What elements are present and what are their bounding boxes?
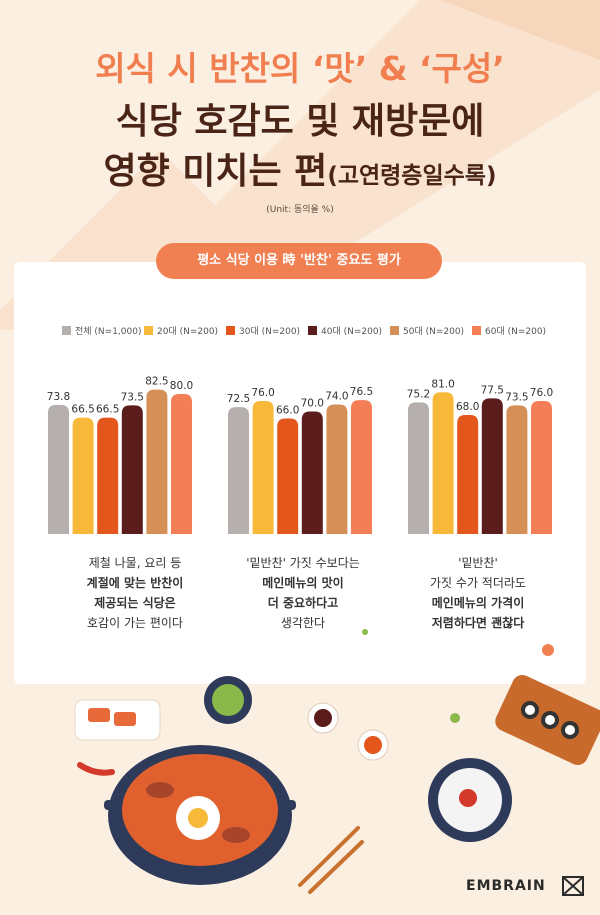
bar [228,407,249,534]
bar-value-label: 81.0 [431,378,454,390]
bar [506,405,528,534]
bar-value-label: 73.5 [505,391,528,403]
category-description-line: 생각한다 [280,616,326,630]
side-dish-icon [74,699,161,741]
bar-value-label: 72.5 [227,393,250,405]
category-description-line: 가짓 수가 적더라도 [430,576,526,590]
legend-label: 60대 (N=200) [485,327,547,337]
legend-swatch [472,326,481,335]
bar [121,405,143,534]
bar-value-label: 66.0 [276,405,299,417]
bar [531,401,552,534]
bar [72,417,94,534]
chopsticks-icon [298,826,364,894]
bar-value-label: 80.0 [170,380,193,392]
rice-bowl-icon [428,758,512,842]
section-label: 평소 식당 이용 時 '반찬' 중요도 평가 [156,243,442,279]
gimbap-board-icon [495,674,600,766]
category-description-line: 저렴하다면 괜찮다 [431,616,525,630]
bar-value-label: 66.5 [96,404,119,416]
chili-pepper-icon [77,762,115,776]
title-line-3: 영향 미치는 편(고연령층일수록) [0,142,600,194]
legend-label: 50대 (N=200) [403,327,465,337]
legend-swatch [62,326,71,335]
bar-chart: 73.866.5 66.573.582.5 80.072.576.066.070.0… [47,376,553,534]
category-description-line: 계절에 맞는 반찬이 [86,576,184,590]
bar [432,392,454,534]
bar [326,404,348,534]
legend-swatch [226,326,235,335]
legend-item: 50대 (N=200) [390,326,464,338]
bar-value-label: 68.0 [456,401,479,413]
bar-value-label: 76.0 [251,387,274,399]
bar-value-label: 74.0 [325,391,348,403]
bar [171,394,192,534]
category-description-line: '밑반찬' 가짓 수보다는 [246,556,360,570]
legend-label: 40대 (N=200) [321,327,383,337]
legend-label: 전체 (N=1,000) [75,327,142,337]
category-description-line: 더 중요하다고 [267,596,339,610]
bar [252,401,274,534]
bar [408,402,429,534]
bar-value-label: 77.5 [481,384,504,396]
background-arrow-decoration [0,0,600,330]
category-description-line: '밑반찬' [458,556,498,570]
bar-value-label: 66.5 [71,404,94,416]
legend-swatch [390,326,399,335]
bar [277,418,299,534]
category-description-line: 메인메뉴의 맛이 [262,576,344,590]
category-description-line: 제철 나물, 요리 등 [88,556,182,570]
legend-item: 60대 (N=200) [472,326,546,338]
bar [48,404,69,534]
brand-name: EMBRAIN [466,878,546,894]
legend-label: 20대 (N=200) [157,327,219,337]
bowl-icon [104,745,296,885]
legend-swatch [308,326,317,335]
title-line-1: 외식 시 반찬의 ‘맛’ & ‘구성’ [95,49,505,88]
legend-item: 40대 (N=200) [308,326,382,338]
legend-swatch [144,326,153,335]
legend-label: 30대 (N=200) [239,327,301,337]
embrain-logo-icon [562,876,584,896]
bar-value-label: 73.8 [47,391,70,403]
bar-value-label: 70.0 [301,398,324,410]
category-description-line: 호감이 가는 편이다 [87,616,183,630]
title-line-2: 식당 호감도 및 재방문에 [115,101,485,142]
unit-note: (Unit: 동의율 %) [266,205,334,215]
bar-value-label: 82.5 [145,376,168,388]
bar [457,415,479,534]
bar-value-label: 73.5 [121,391,144,403]
bar-value-label: 75.2 [407,388,430,400]
bar [301,411,323,534]
bar [481,398,503,534]
sauce-dish-icon [307,702,389,761]
legend-item: 전체 (N=1,000) [62,326,141,338]
chart-legend: 전체 (N=1,000) 20대 (N=200) 30대 (N=200) 40대 (N… [40,326,560,338]
category-description-line: 제공되는 식당은 [94,596,176,610]
bar [146,389,168,534]
bar-value-label: 76.5 [350,386,373,398]
bar-value-label: 76.0 [530,387,553,399]
bar [351,400,372,534]
title-line-3-sub: (고연령층일수록) [327,163,497,189]
legend-item: 20대 (N=200) [144,326,218,338]
title-line-3-main: 영향 미치는 편 [103,151,328,192]
legend-item: 30대 (N=200) [226,326,300,338]
bar [97,417,119,534]
category-description-line: 메인메뉴의 가격이 [431,596,525,610]
